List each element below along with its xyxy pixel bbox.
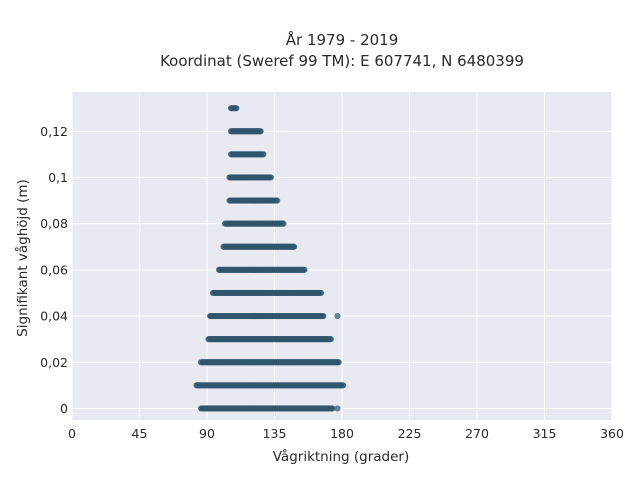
data-point bbox=[280, 220, 287, 227]
y-tick-label: 0,08 bbox=[40, 216, 68, 231]
x-tick-label: 135 bbox=[263, 426, 287, 441]
x-tick-label: 315 bbox=[533, 426, 557, 441]
grid-layer bbox=[71, 92, 613, 420]
y-tick-label: 0 bbox=[60, 401, 68, 416]
data-point bbox=[334, 312, 341, 320]
data-point bbox=[329, 405, 336, 412]
x-tick-label: 180 bbox=[330, 426, 354, 441]
data-point bbox=[301, 266, 308, 273]
data-point bbox=[334, 405, 341, 412]
x-tick-label: 45 bbox=[132, 426, 148, 441]
data-point bbox=[327, 336, 334, 343]
x-tick-label: 0 bbox=[68, 426, 76, 441]
x-tick-label: 270 bbox=[465, 426, 489, 441]
x-tick-label: 360 bbox=[600, 426, 624, 441]
data-point bbox=[340, 382, 347, 389]
y-tick-label: 0,06 bbox=[40, 262, 68, 277]
chart-subtitle: Koordinat (Sweref 99 TM): E 607741, N 64… bbox=[160, 52, 524, 70]
data-point bbox=[257, 128, 264, 135]
points-layer bbox=[193, 105, 347, 412]
data-point bbox=[223, 220, 230, 227]
y-tick-labels: 0 0,02 0,04 0,06 0,08 0,1 0,12 bbox=[40, 124, 68, 416]
x-tick-label: 225 bbox=[398, 426, 422, 441]
data-point bbox=[335, 359, 342, 366]
y-tick-label: 0,12 bbox=[40, 124, 68, 139]
data-point bbox=[233, 105, 240, 112]
y-tick-label: 0,1 bbox=[48, 170, 68, 185]
data-point bbox=[274, 197, 281, 204]
y-tick-label: 0,04 bbox=[40, 309, 68, 324]
x-tick-labels: 0 45 90 135 180 225 270 315 360 bbox=[68, 426, 624, 441]
chart-title: År 1979 - 2019 bbox=[286, 30, 399, 49]
data-point bbox=[260, 151, 267, 158]
y-axis-label: Signifikant våghöjd (m) bbox=[14, 179, 31, 337]
y-tick-label: 0,02 bbox=[40, 355, 68, 370]
x-axis-label: Vågriktning (grader) bbox=[273, 448, 410, 465]
data-point bbox=[290, 243, 298, 250]
data-point bbox=[317, 289, 325, 297]
data-point bbox=[320, 312, 327, 320]
x-tick-label: 90 bbox=[199, 426, 215, 441]
data-point bbox=[267, 174, 274, 181]
